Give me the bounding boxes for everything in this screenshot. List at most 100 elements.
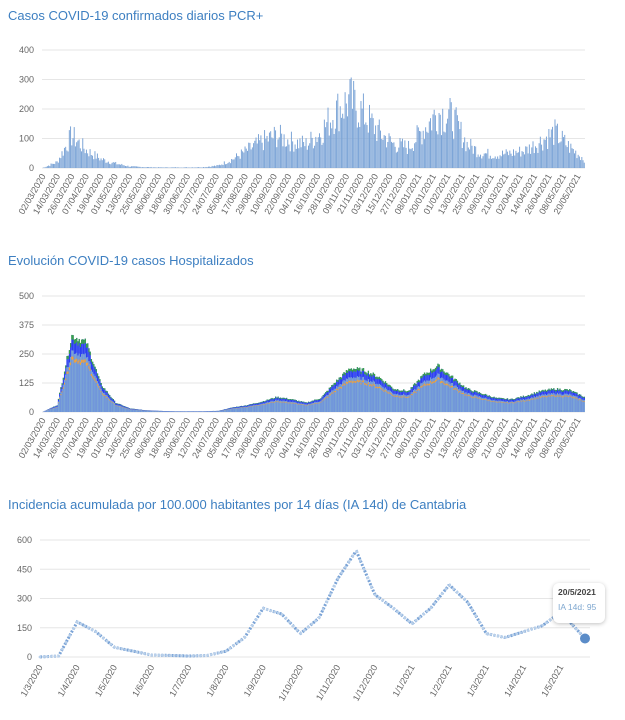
bar-segment [106, 397, 108, 398]
bar [194, 167, 196, 168]
bar-segment [531, 397, 533, 412]
data-point [496, 634, 500, 638]
bar-segment [395, 394, 398, 412]
bar-segment [549, 389, 551, 392]
bar-segment [189, 411, 191, 412]
bar-segment [326, 395, 328, 412]
bar [393, 142, 395, 168]
bar [581, 157, 583, 168]
bar-segment [105, 396, 107, 398]
bar-segment [326, 396, 328, 398]
bar-segment [451, 385, 454, 388]
bar-segment [267, 402, 269, 412]
bar [427, 132, 429, 168]
bar-segment [565, 389, 567, 391]
bar [301, 135, 303, 168]
bar-segment [378, 386, 381, 389]
bar-segment [286, 397, 288, 399]
bar-segment [500, 401, 503, 403]
bar-segment [448, 381, 450, 412]
bar [560, 141, 562, 168]
bar-segment [85, 357, 88, 412]
bar [110, 164, 112, 168]
bar-segment [401, 394, 404, 412]
bar-segment [480, 393, 482, 395]
bar-segment [475, 394, 477, 412]
bar-segment [415, 389, 417, 412]
bar-segment [90, 359, 93, 363]
bar-segment [288, 399, 290, 401]
y-tick-label: 400 [19, 45, 34, 55]
bar-segment [338, 384, 340, 412]
bar-segment [547, 389, 549, 392]
bar [196, 167, 198, 168]
bar-segment [54, 407, 56, 412]
bar-segment [505, 401, 507, 412]
bar [354, 89, 356, 168]
data-point [243, 635, 247, 639]
bar-segment [444, 383, 446, 386]
bar-segment [389, 390, 391, 412]
data-point [42, 655, 46, 659]
bar-segment [533, 397, 535, 399]
bar [89, 149, 91, 168]
bar-segment [399, 390, 401, 393]
data-point [183, 654, 187, 658]
bar-segment [519, 401, 521, 403]
bar [403, 147, 405, 168]
data-point [49, 655, 53, 658]
x-tick-label: 1/5/2021 [539, 663, 565, 698]
data-point [340, 571, 344, 575]
data-point [191, 654, 195, 658]
bar [483, 153, 485, 168]
data-point [329, 592, 332, 596]
bar [284, 146, 286, 168]
x-tick-label: 1/1/2021 [391, 663, 417, 698]
bar-segment [570, 394, 572, 412]
bar-segment [68, 367, 71, 370]
bar-segment [444, 380, 446, 412]
bar-segment [350, 380, 352, 383]
bar-segment [198, 411, 200, 412]
bar-segment [328, 387, 330, 390]
bar-segment [292, 401, 294, 412]
bar-segment [419, 389, 421, 391]
bar [423, 139, 425, 168]
bar [162, 167, 164, 168]
bar [216, 164, 218, 168]
bar-segment [511, 402, 514, 403]
bar [129, 166, 131, 168]
bar [378, 119, 380, 168]
bar-segment [516, 401, 518, 403]
bar-segment [310, 403, 312, 412]
bar [532, 141, 534, 168]
bar [73, 127, 75, 168]
bar-segment [392, 393, 394, 412]
bar [574, 153, 575, 168]
bar [409, 148, 411, 168]
bar [558, 143, 560, 168]
bar-segment [408, 396, 410, 398]
bar-segment [364, 382, 366, 385]
bar-segment [406, 396, 409, 398]
bar-segment [67, 355, 69, 360]
bar-segment [426, 380, 428, 412]
bar-segment [225, 409, 227, 412]
bar [68, 130, 70, 168]
bar-segment [509, 401, 511, 412]
data-point [500, 635, 504, 639]
bar-segment [59, 396, 61, 412]
bar-segment [121, 406, 123, 412]
bar-segment [351, 381, 354, 384]
bar-segment [293, 402, 295, 404]
bar-segment [85, 343, 88, 348]
bar-segment [394, 393, 396, 412]
bar-segment [475, 396, 477, 398]
bar-segment [510, 401, 512, 412]
bar-segment [292, 399, 294, 400]
y-tick-label: 250 [19, 349, 34, 359]
data-point [109, 642, 113, 646]
bar-segment [67, 366, 69, 412]
bar-segment [506, 402, 509, 403]
bar-segment [527, 394, 529, 396]
